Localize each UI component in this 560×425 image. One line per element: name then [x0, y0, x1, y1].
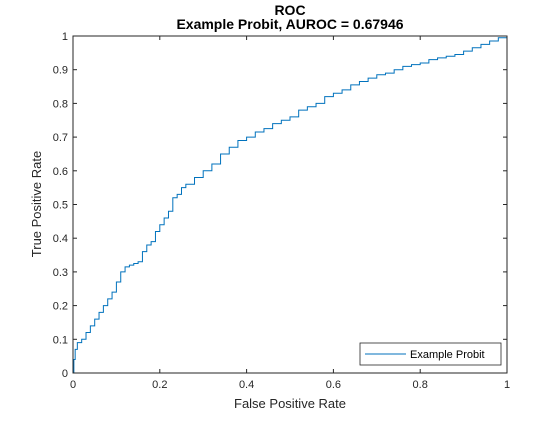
y-axis-label: True Positive Rate: [29, 151, 44, 257]
y-tick-label: 0: [62, 368, 68, 380]
x-tick-label: 0.2: [152, 379, 167, 391]
legend-box: [359, 342, 502, 366]
y-tick-label: 0.4: [53, 233, 68, 245]
x-tick-label: 0.4: [239, 379, 254, 391]
legend: Example Probit: [359, 342, 502, 366]
axes-box: [72, 35, 508, 374]
x-axis-label: False Positive Rate: [234, 396, 346, 411]
x-tick-label: 0.8: [413, 379, 428, 391]
y-tick-label: 0.2: [53, 301, 68, 313]
y-tick-label: 0.5: [53, 200, 68, 212]
plot-area: [73, 36, 507, 373]
y-tick-label: 0.3: [53, 267, 68, 279]
roc-curve-line: [73, 36, 508, 374]
x-tick-label: 0: [70, 379, 76, 391]
chart-subtitle: Example Probit, AUROC = 0.67946: [176, 16, 403, 32]
y-tick-label: 0.9: [53, 65, 68, 77]
y-tick-label: 0.1: [53, 334, 68, 346]
chart-title: ROC: [274, 2, 305, 18]
legend-label: Example Probit: [410, 349, 485, 361]
series-layer: [73, 36, 508, 374]
x-tick-label: 1: [504, 379, 510, 391]
y-tick-label: 0.8: [53, 98, 68, 110]
y-tick-label: 0.6: [53, 166, 68, 178]
y-tick-label: 1: [62, 31, 68, 43]
x-tick-label: 0.6: [326, 379, 341, 391]
y-tick-label: 0.7: [53, 132, 68, 144]
